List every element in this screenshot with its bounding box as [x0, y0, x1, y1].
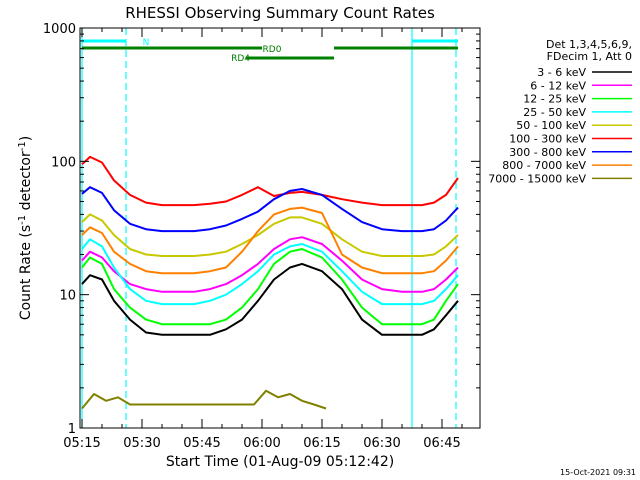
series-line-3: [81, 238, 459, 306]
series-line-5: [81, 155, 459, 207]
y-tick-label: 100: [51, 155, 76, 170]
flag-label-rd4: RD4: [231, 54, 250, 64]
series-line-7: [81, 206, 459, 275]
flag-label-rd0: RD0: [263, 45, 282, 55]
legend-label: 3 - 6 keV: [537, 66, 586, 79]
legend-label: 100 - 300 keV: [509, 133, 586, 146]
x-tick-label: 06:30: [363, 436, 400, 451]
x-tick-label: 06:00: [243, 436, 280, 451]
series-line-2: [81, 248, 459, 326]
x-tick-label: 06:45: [423, 436, 460, 451]
legend-label: 25 - 50 keV: [523, 106, 586, 119]
x-tick-label: 05:45: [183, 436, 220, 451]
legend-header: Det 1,3,4,5,6,9,: [546, 38, 632, 51]
y-tick-label: 10: [59, 289, 76, 304]
x-tick-label: 05:30: [123, 436, 160, 451]
x-axis-label: Start Time (01-Aug-09 05:12:42): [166, 454, 394, 470]
series-line-0: [81, 262, 459, 336]
y-tick-label: 1000: [43, 22, 76, 37]
legend-label: 12 - 25 keV: [523, 93, 586, 106]
legend-header: FDecim 1, Att 0: [547, 50, 632, 63]
x-tick-label: 06:15: [303, 436, 340, 451]
x-tick-label: 05:15: [63, 436, 100, 451]
chart-title: RHESSI Observing Summary Count Rates: [125, 4, 435, 22]
legend: Det 1,3,4,5,6,9,FDecim 1, Att 0 3 - 6 keV…: [488, 38, 632, 185]
legend-label: 7000 - 15000 keV: [488, 172, 586, 185]
x-axis: 05:15 05:30 05:45 06:00 06:15 06:30 06:45: [63, 28, 463, 451]
flag-label-n: N: [143, 38, 150, 48]
y-tick-label: 1: [68, 422, 76, 437]
series-line-6: [81, 186, 459, 233]
series-line-4: [81, 213, 459, 257]
legend-label: 50 - 100 keV: [516, 119, 586, 132]
plot-area: N RD0 RD4: [81, 28, 459, 428]
y-axis-label: Count Rate (s-1 detector-1): [17, 136, 34, 320]
y-axis: 1 10 100 1000: [43, 22, 480, 437]
timestamp: 15-Oct-2021 09:31: [560, 468, 636, 477]
series-line-1: [81, 236, 459, 293]
legend-label: 6 - 12 keV: [530, 79, 586, 92]
legend-label: 300 - 800 keV: [509, 146, 586, 159]
legend-label: 800 - 7000 keV: [502, 159, 586, 172]
series-line-8: [81, 389, 327, 410]
plot-frame: [79, 27, 481, 429]
